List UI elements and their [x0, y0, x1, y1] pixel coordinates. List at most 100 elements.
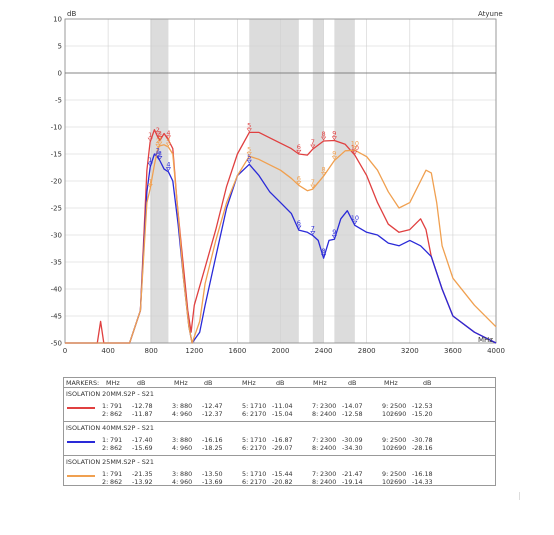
marker-cell: -14.33: [412, 478, 433, 486]
marker-triangle: [165, 142, 172, 147]
x-tick-label: 2800: [358, 347, 376, 355]
x-tick-label: 3200: [401, 347, 419, 355]
marker-cell: -16.18: [412, 470, 433, 478]
marker-triangle: [296, 181, 302, 185]
y-tick-label: -15: [51, 151, 62, 159]
marker-number: 5: [247, 145, 251, 153]
marker-cell: 10:: [382, 444, 393, 452]
marker-number: 7: [311, 178, 315, 186]
marker-cell: 2300: [320, 402, 337, 410]
marker-cell: 1710: [250, 470, 267, 478]
x-tick-label: 0: [63, 347, 67, 355]
marker-cell: -12.53: [412, 402, 433, 410]
marker-triangle: [147, 183, 153, 188]
marker-cell: 880: [180, 436, 193, 444]
section-name: ISOLATION 20MM.S2P - S21: [66, 390, 154, 398]
header-mhz: MHz: [384, 379, 398, 387]
marker-cell: -12.47: [202, 402, 223, 410]
marker-triangle: [147, 162, 153, 167]
marker-cell: 2170: [250, 478, 267, 486]
marker-cell: 2170: [250, 444, 267, 452]
marker-cell: 5:: [242, 470, 249, 478]
marker-cell: -13.69: [202, 478, 223, 486]
header-mhz: MHz: [174, 379, 188, 387]
marker-cell: 1:: [102, 436, 109, 444]
marker-triangle: [246, 128, 252, 133]
marker-cell: -30.78: [412, 436, 433, 444]
y-tick-labels: 10 5 0 -5 -10 -15 -20 -25 -30 -35 -40 -45 -50: [51, 16, 62, 348]
x-tick-label: 3600: [444, 347, 462, 355]
y-tick-label: -50: [51, 340, 62, 348]
marker-number: 3: [158, 135, 162, 143]
marker-triangle: [165, 167, 172, 172]
marker-number: 1: [148, 131, 152, 139]
marker-cell: -16.87: [272, 436, 293, 444]
y-tick-label: -5: [55, 97, 62, 105]
header-db: dB: [348, 379, 357, 387]
marker-cell: 5:: [242, 402, 249, 410]
marker-number: 7: [311, 224, 315, 232]
section-name: ISOLATION 40MM.S2P - S21: [66, 424, 154, 432]
marker-cell: -15.44: [272, 470, 293, 478]
marker-cell: 8:: [312, 478, 319, 486]
marker-cell: -14.07: [342, 402, 363, 410]
marker-cell: -21.35: [132, 470, 153, 478]
marker-triangle: [296, 225, 302, 230]
marker-cell: -12.58: [342, 410, 363, 418]
marker-cell: 960: [180, 444, 193, 452]
marker-number: 4: [166, 136, 170, 144]
marker-cell: 2400: [320, 444, 337, 452]
series-line-2: [65, 153, 497, 344]
marker-number: 6: [297, 143, 301, 151]
marker-cell: -30.09: [342, 436, 363, 444]
series-line-3: [65, 144, 497, 344]
marker-cell: 862: [110, 444, 123, 452]
marker-triangle: [321, 136, 327, 141]
marker-number: 4: [166, 129, 170, 137]
marker-cell: 7:: [312, 402, 319, 410]
header-db: dB: [423, 379, 432, 387]
marker-cell: -28.16: [412, 444, 433, 452]
marker-number: 2: [156, 137, 160, 145]
marker-cell: -19.14: [342, 478, 363, 486]
marker-number: 1: [148, 156, 152, 164]
y-tick-label: -30: [51, 232, 62, 240]
marker-triangle: [310, 231, 316, 236]
markers-header: MARKERS: MHz dB MHz dB MHz dB MHz dB MHz…: [64, 378, 495, 388]
y-tick-label: -10: [51, 124, 62, 132]
x-tick-label: 2000: [272, 347, 290, 355]
header-mhz: MHz: [106, 379, 120, 387]
y-tick-label: -25: [51, 205, 62, 213]
marker-triangle: [147, 137, 153, 142]
marker-cell: 3:: [172, 470, 179, 478]
marker-cell: 8:: [312, 444, 319, 452]
marker-cell: 1710: [250, 402, 267, 410]
marker-number: 8: [322, 130, 326, 138]
marker-cell: 2400: [320, 410, 337, 418]
x-unit-label: MHz: [478, 336, 493, 344]
series-lines: [65, 129, 497, 344]
marker-number: 4: [166, 161, 170, 169]
marker-triangle: [157, 136, 163, 140]
x-tick-label: 1600: [228, 347, 246, 355]
top-right-label: Atyune: [478, 10, 503, 18]
grid-lines: [64, 18, 497, 344]
marker-number: 9: [332, 149, 336, 157]
marker-cell: 880: [180, 402, 193, 410]
marker-cell: 2:: [102, 444, 109, 452]
marker-cell: 9:: [382, 436, 389, 444]
marker-triangle: [165, 135, 172, 140]
marker-number: 8: [322, 247, 326, 255]
header-db: dB: [276, 379, 285, 387]
markers-title: MARKERS:: [66, 379, 100, 387]
marker-cell: 2690: [390, 478, 407, 486]
header-mhz: MHz: [242, 379, 256, 387]
marker-cell: 8:: [312, 410, 319, 418]
x-tick-label: 2400: [315, 347, 333, 355]
y-tick-label: -35: [51, 259, 62, 267]
marker-triangle: [296, 149, 302, 154]
marker-cell: -18.25: [202, 444, 223, 452]
marker-number: 10: [351, 139, 359, 147]
marker-triangle: [155, 143, 161, 148]
